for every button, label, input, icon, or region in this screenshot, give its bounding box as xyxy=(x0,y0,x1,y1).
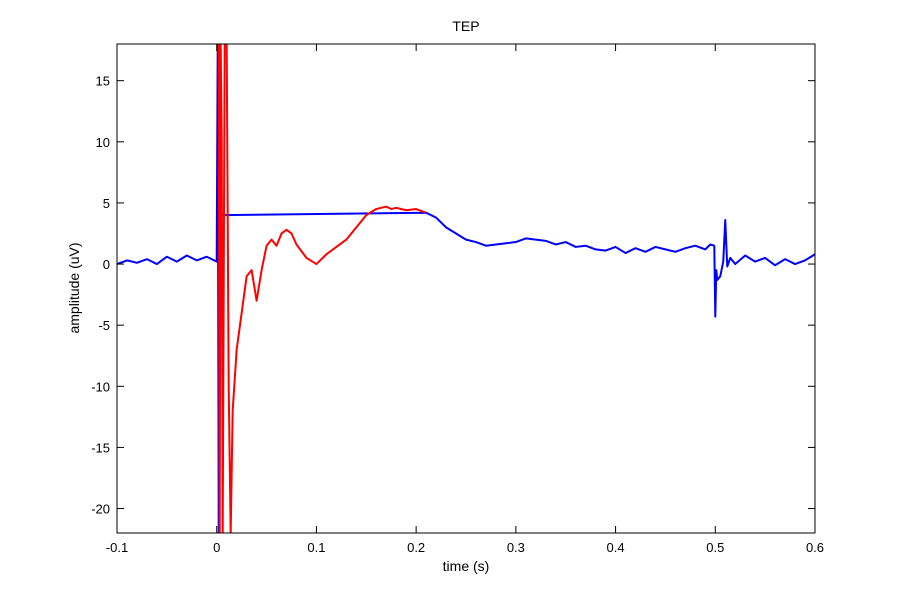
y-axis-ticks: -20 -15 -10 -5 0 5 10 15 xyxy=(91,74,815,517)
series-line-1 xyxy=(117,44,815,533)
series-line-2 xyxy=(217,44,427,533)
y-tick-label: 15 xyxy=(96,74,110,89)
x-tick-label: 0.6 xyxy=(806,540,824,555)
y-tick-label: -10 xyxy=(91,379,110,394)
x-tick-label: 0.5 xyxy=(706,540,724,555)
x-tick-label: -0.1 xyxy=(106,540,128,555)
x-tick-label: 0.3 xyxy=(507,540,525,555)
y-axis-label: amplitude (uV) xyxy=(66,242,82,333)
x-tick-label: 0 xyxy=(213,540,220,555)
y-tick-label: -20 xyxy=(91,502,110,517)
plot-area xyxy=(117,44,815,533)
series-layer xyxy=(117,44,815,533)
y-tick-label: -5 xyxy=(98,318,110,333)
x-tick-label: 0.4 xyxy=(607,540,625,555)
y-tick-label: 5 xyxy=(103,196,110,211)
y-tick-label: 0 xyxy=(103,257,110,272)
y-tick-label: 10 xyxy=(96,135,110,150)
x-tick-label: 0.2 xyxy=(407,540,425,555)
axes-box xyxy=(116,43,816,534)
y-tick-label: -15 xyxy=(91,440,110,455)
x-axis-ticks: -0.1 0 0.1 0.2 0.3 0.4 0.5 0.6 xyxy=(106,44,824,555)
chart-title: TEP xyxy=(452,18,479,34)
x-axis-label: time (s) xyxy=(443,558,490,574)
x-tick-label: 0.1 xyxy=(307,540,325,555)
